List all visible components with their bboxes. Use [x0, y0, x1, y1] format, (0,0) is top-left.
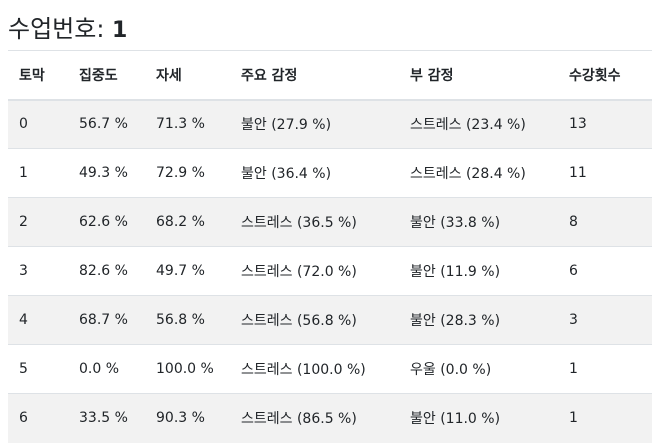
cell-segment: 1	[8, 148, 68, 198]
table-row: 4 68.7 % 56.8 % 스트레스 (56.8 %) 불안 (28.3 %…	[8, 295, 652, 345]
table-row: 0 56.7 % 71.3 % 불안 (27.9 %) 스트레스 (23.4 %…	[8, 99, 652, 149]
cell-segment: 0	[8, 99, 68, 149]
cell-main-emotion: 불안 (36.4 %)	[230, 148, 399, 198]
cell-sub-emotion: 우울 (0.0 %)	[399, 344, 558, 394]
cell-attendance-count: 8	[558, 197, 652, 247]
header-segment: 토막	[8, 50, 68, 101]
cell-attendance-count: 1	[558, 344, 652, 394]
page-title: 수업번호: 1	[8, 12, 127, 46]
cell-concentration: 62.6 %	[68, 197, 145, 247]
cell-concentration: 68.7 %	[68, 295, 145, 345]
segment-stats-table: 토막 집중도 자세 주요 감정 부 감정 수강횟수 0 56.7 % 71.3 …	[8, 50, 652, 443]
cell-segment: 3	[8, 246, 68, 296]
table-header-row: 토막 집중도 자세 주요 감정 부 감정 수강횟수	[8, 50, 652, 101]
cell-concentration: 56.7 %	[68, 99, 145, 149]
cell-posture: 68.2 %	[145, 197, 230, 247]
cell-posture: 56.8 %	[145, 295, 230, 345]
cell-sub-emotion: 불안 (28.3 %)	[399, 295, 558, 345]
cell-posture: 72.9 %	[145, 148, 230, 198]
table-row: 2 62.6 % 68.2 % 스트레스 (36.5 %) 불안 (33.8 %…	[8, 197, 652, 247]
table-row: 6 33.5 % 90.3 % 스트레스 (86.5 %) 불안 (11.0 %…	[8, 393, 652, 443]
cell-posture: 90.3 %	[145, 393, 230, 443]
cell-segment: 6	[8, 393, 68, 443]
cell-segment: 2	[8, 197, 68, 247]
cell-sub-emotion: 불안 (33.8 %)	[399, 197, 558, 247]
header-sub-emotion: 부 감정	[399, 50, 558, 101]
cell-attendance-count: 13	[558, 99, 652, 149]
cell-segment: 4	[8, 295, 68, 345]
class-number: 1	[112, 18, 128, 43]
cell-attendance-count: 6	[558, 246, 652, 296]
cell-sub-emotion: 불안 (11.9 %)	[399, 246, 558, 296]
cell-attendance-count: 11	[558, 148, 652, 198]
cell-concentration: 82.6 %	[68, 246, 145, 296]
cell-main-emotion: 스트레스 (56.8 %)	[230, 295, 399, 345]
cell-posture: 49.7 %	[145, 246, 230, 296]
cell-main-emotion: 스트레스 (72.0 %)	[230, 246, 399, 296]
cell-main-emotion: 스트레스 (36.5 %)	[230, 197, 399, 247]
cell-main-emotion: 스트레스 (100.0 %)	[230, 344, 399, 394]
header-attendance-count: 수강횟수	[558, 50, 652, 101]
cell-attendance-count: 1	[558, 393, 652, 443]
header-main-emotion: 주요 감정	[230, 50, 399, 101]
cell-sub-emotion: 스트레스 (23.4 %)	[399, 99, 558, 149]
header-concentration: 집중도	[68, 50, 145, 101]
page-title-label: 수업번호:	[8, 15, 105, 43]
cell-concentration: 33.5 %	[68, 393, 145, 443]
header-posture: 자세	[145, 50, 230, 101]
cell-sub-emotion: 스트레스 (28.4 %)	[399, 148, 558, 198]
cell-sub-emotion: 불안 (11.0 %)	[399, 393, 558, 443]
cell-concentration: 0.0 %	[68, 344, 145, 394]
cell-main-emotion: 불안 (27.9 %)	[230, 99, 399, 149]
cell-posture: 71.3 %	[145, 99, 230, 149]
table-row: 5 0.0 % 100.0 % 스트레스 (100.0 %) 우울 (0.0 %…	[8, 344, 652, 394]
table-row: 3 82.6 % 49.7 % 스트레스 (72.0 %) 불안 (11.9 %…	[8, 246, 652, 296]
cell-concentration: 49.3 %	[68, 148, 145, 198]
cell-attendance-count: 3	[558, 295, 652, 345]
cell-main-emotion: 스트레스 (86.5 %)	[230, 393, 399, 443]
cell-segment: 5	[8, 344, 68, 394]
table-row: 1 49.3 % 72.9 % 불안 (36.4 %) 스트레스 (28.4 %…	[8, 148, 652, 198]
cell-posture: 100.0 %	[145, 344, 230, 394]
